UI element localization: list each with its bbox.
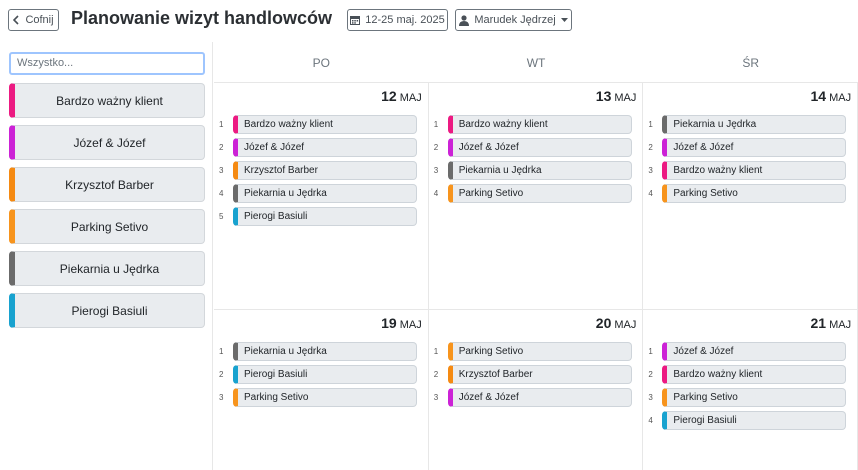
visit-pill[interactable]: Józef & Józef (447, 138, 632, 157)
visit-index: 2 (648, 143, 653, 152)
day-header: 20 MAJ (596, 315, 637, 331)
visit-index: 2 (433, 143, 439, 152)
user-button[interactable]: Marudek Jędrzej (455, 9, 572, 31)
visit-pill[interactable]: Józef & Józef (662, 138, 847, 157)
day-cell: 20 MAJ 1 Parking Setivo 2 Krzysztof Barber 3 Jó… (428, 310, 644, 470)
day-month: MAJ (614, 319, 637, 331)
visit-index: 1 (219, 347, 224, 356)
user-label: Marudek Jędrzej (474, 14, 556, 26)
weekday-header: PO (312, 56, 331, 70)
visit-index: 2 (648, 370, 653, 379)
visit-pill[interactable]: Piekarnia u Jędrka (233, 184, 417, 203)
visit-pill[interactable]: Bardzo ważny klient (662, 365, 847, 384)
visit-index: 2 (433, 370, 439, 379)
day-cell: 21 MAJ 1 Józef & Józef 2 Bardzo ważny klient 3… (643, 310, 858, 470)
day-cell: 12 MAJ 1 Bardzo ważny klient 2 Józef & Józef 3… (214, 82, 429, 310)
visit-index: 4 (219, 189, 224, 198)
divider (212, 42, 213, 470)
visit-index: 3 (433, 393, 439, 402)
day-number: 12 (381, 88, 397, 104)
visit-pill[interactable]: Pierogi Basiuli (233, 207, 417, 226)
client-card[interactable]: Bardzo ważny klient (9, 83, 205, 118)
search-input[interactable]: Wszystko... (9, 52, 205, 75)
day-month: MAJ (399, 319, 422, 331)
visit-index: 1 (433, 347, 439, 356)
visit-pill[interactable]: Piekarnia u Jędrka (233, 342, 417, 361)
day-cell: 14 MAJ 1 Piekarnia u Jędrka 2 Józef & Józef 3 B… (643, 82, 858, 310)
weekday-header: ŚR (742, 56, 760, 70)
day-month: MAJ (399, 92, 422, 104)
visit-index: 3 (648, 166, 653, 175)
user-icon (459, 14, 470, 26)
back-label: Cofnij (25, 14, 54, 26)
day-number: 21 (810, 315, 827, 331)
visit-pill[interactable]: Piekarnia u Jędrka (662, 115, 847, 134)
client-card[interactable]: Krzysztof Barber (9, 167, 205, 202)
visit-index: 1 (648, 120, 653, 129)
visit-pill[interactable]: Parking Setivo (662, 184, 847, 203)
day-cell: 13 MAJ 1 Bardzo ważny klient 2 Józef & Józef 3… (428, 82, 644, 310)
day-month: MAJ (829, 92, 852, 104)
visit-index: 3 (433, 166, 439, 175)
visit-index: 1 (648, 347, 653, 356)
client-card[interactable]: Pierogi Basiuli (9, 293, 205, 328)
visit-pill[interactable]: Pierogi Basiuli (662, 411, 847, 430)
day-number: 13 (595, 88, 612, 104)
visit-pill[interactable]: Józef & Józef (447, 388, 632, 407)
visit-pill[interactable]: Krzysztof Barber (447, 365, 632, 384)
visit-index: 3 (648, 393, 653, 402)
day-cell: 19 MAJ 1 Piekarnia u Jędrka 2 Pierogi Basiuli… (214, 310, 429, 470)
visit-index: 1 (219, 120, 224, 129)
visit-pill[interactable]: Parking Setivo (662, 388, 847, 407)
visit-index: 4 (648, 416, 653, 425)
day-header: 14 MAJ (811, 88, 852, 104)
visit-index: 1 (433, 120, 439, 129)
back-button[interactable]: Cofnij (8, 9, 59, 31)
day-number: 20 (595, 315, 612, 331)
date-range-label: 12-25 maj. 2025 (365, 14, 445, 26)
visit-index: 2 (219, 370, 224, 379)
day-number: 19 (381, 315, 397, 331)
weekday-header: WT (526, 56, 546, 70)
day-header: 12 MAJ (381, 88, 422, 104)
date-range-button[interactable]: 12-25 maj. 2025 (347, 9, 448, 31)
visit-pill[interactable]: Józef & Józef (662, 342, 847, 361)
visit-pill[interactable]: Parking Setivo (447, 342, 632, 361)
day-header: 13 MAJ (596, 88, 637, 104)
day-month: MAJ (614, 92, 637, 104)
chevron-icon (13, 15, 20, 25)
day-header: 19 MAJ (381, 315, 422, 331)
visit-index: 4 (433, 189, 439, 198)
visit-pill[interactable]: Parking Setivo (447, 184, 632, 203)
visit-index: 2 (219, 143, 224, 152)
visit-index: 4 (648, 189, 653, 198)
client-card[interactable]: Józef & Józef (9, 125, 205, 160)
visit-pill[interactable]: Pierogi Basiuli (233, 365, 417, 384)
client-card[interactable]: Piekarnia u Jędrka (9, 251, 205, 286)
visit-pill[interactable]: Bardzo ważny klient (447, 115, 632, 134)
visit-pill[interactable]: Krzysztof Barber (233, 161, 417, 180)
day-month: MAJ (829, 319, 852, 331)
client-card[interactable]: Parking Setivo (9, 209, 205, 244)
visit-index: 3 (219, 393, 224, 402)
visit-pill[interactable]: Piekarnia u Jędrka (447, 161, 632, 180)
visit-pill[interactable]: Józef & Józef (233, 138, 417, 157)
visit-pill[interactable]: Bardzo ważny klient (233, 115, 417, 134)
visit-pill[interactable]: Parking Setivo (233, 388, 417, 407)
visit-index: 5 (219, 212, 224, 221)
day-number: 14 (810, 88, 827, 104)
caret-icon (560, 18, 568, 22)
visit-index: 3 (219, 166, 224, 175)
page-title: Planowanie wizyt handlowców (71, 8, 333, 28)
visit-pill[interactable]: Bardzo ważny klient (662, 161, 847, 180)
day-header: 21 MAJ (811, 315, 852, 331)
calendar-icon (350, 16, 361, 25)
